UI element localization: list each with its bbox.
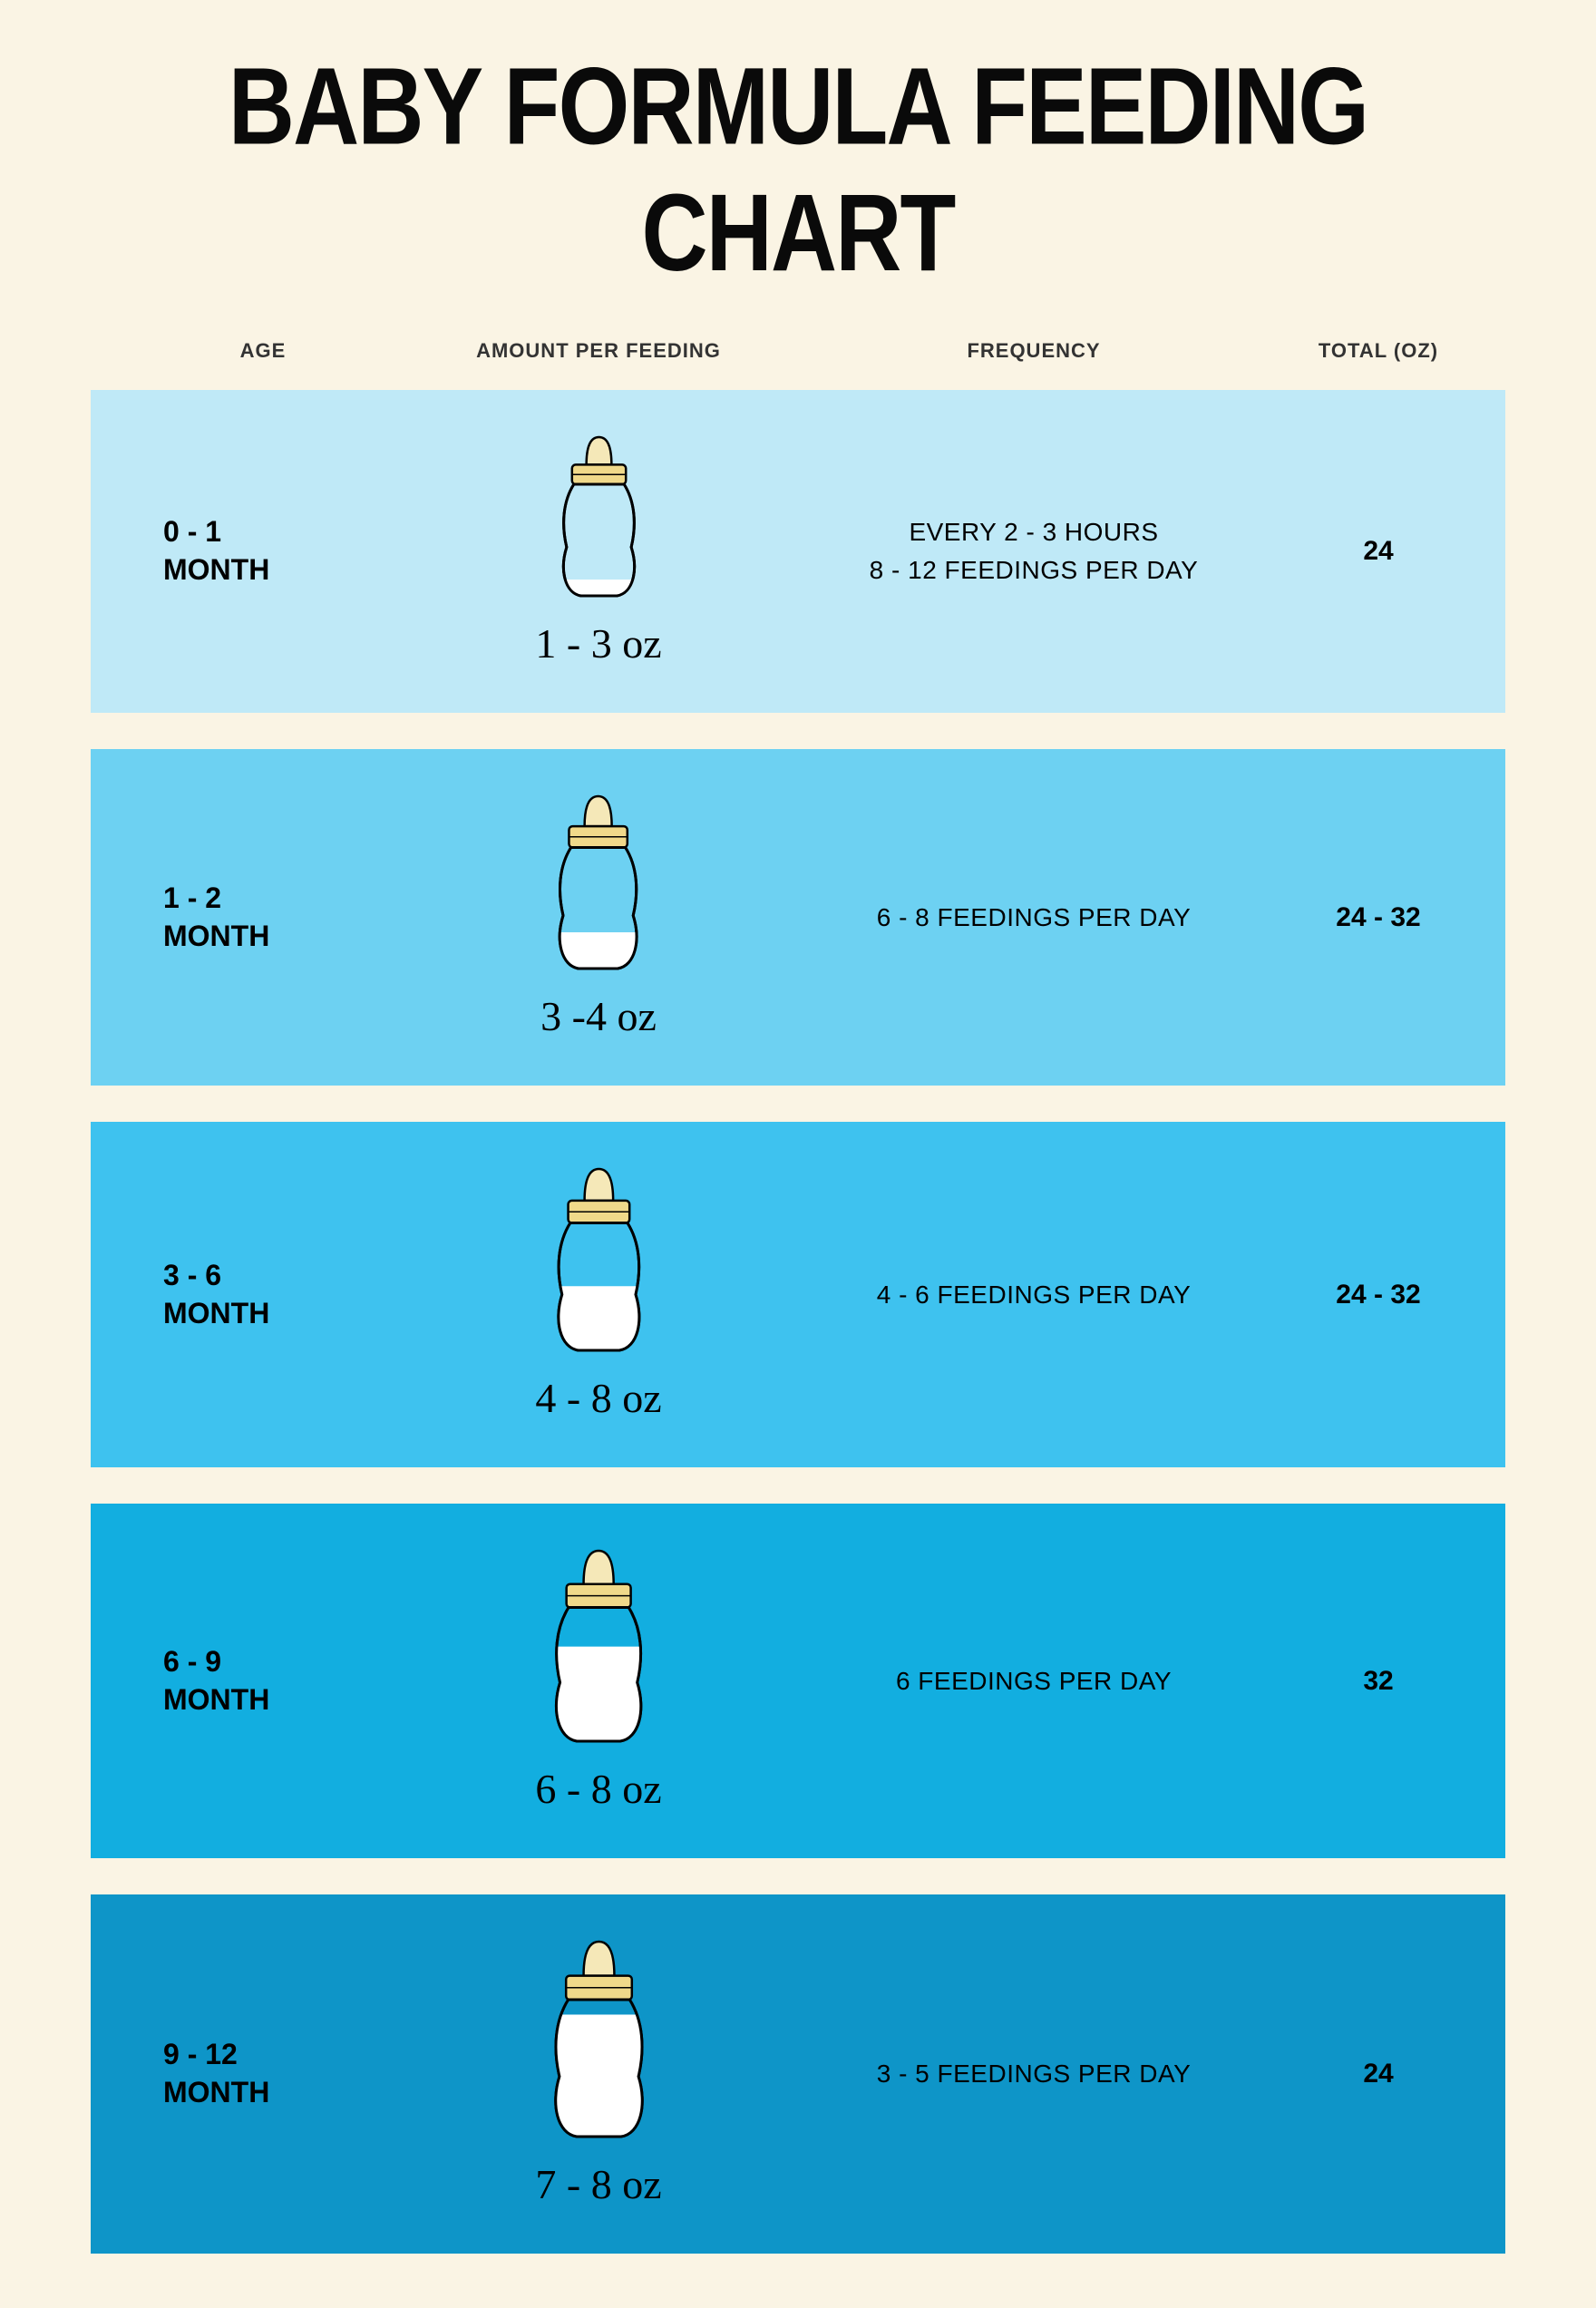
total-cell: 24 - 32 [1270,1280,1487,1310]
age-cell: 0 - 1 MONTH [127,513,399,589]
frequency-line2: 8 - 12 FEEDINGS PER DAY [870,556,1199,584]
bottle-icon [544,2128,654,2143]
header-age: AGE [127,339,399,363]
frequency-line2: 4 - 6 FEEDINGS PER DAY [877,1281,1192,1309]
amount-label: 3 -4 oz [399,992,798,1040]
age-unit: MONTH [163,920,269,952]
age-range: 6 - 9 [163,1645,221,1678]
header-total: TOTAL (OZ) [1270,339,1487,363]
header-amount: AMOUNT PER FEEDING [399,339,798,363]
table-row: 3 - 6 MONTH 4 - 8 oz 4 - 6 FEEDINGS PER … [91,1122,1505,1467]
amount-label: 7 - 8 oz [399,2160,798,2208]
age-range: 0 - 1 [163,515,221,548]
total-cell: 24 [1270,536,1487,567]
amount-label: 4 - 8 oz [399,1374,798,1422]
frequency-line2: 3 - 5 FEEDINGS PER DAY [877,2060,1192,2088]
total-cell: 24 - 32 [1270,902,1487,933]
bottle-icon [550,959,647,975]
page-title: BABY FORMULA FEEDING CHART [131,43,1465,296]
amount-cell: 7 - 8 oz [399,1940,798,2208]
table-row: 1 - 2 MONTH 3 -4 oz 6 - 8 FEEDINGS PER D… [91,749,1505,1086]
age-cell: 6 - 9 MONTH [127,1643,399,1719]
age-cell: 3 - 6 MONTH [127,1257,399,1332]
age-unit: MONTH [163,1683,269,1716]
bottle-icon [545,1732,652,1748]
table-row: 6 - 9 MONTH 6 - 8 oz 6 FEEDINGS PER DAY … [91,1504,1505,1858]
age-range: 3 - 6 [163,1259,221,1291]
frequency-cell: EVERY 2 - 3 HOURS 8 - 12 FEEDINGS PER DAY [798,513,1270,589]
frequency-line2: 6 - 8 FEEDINGS PER DAY [877,903,1192,931]
amount-label: 1 - 3 oz [399,619,798,667]
frequency-line2: 6 FEEDINGS PER DAY [896,1667,1172,1695]
amount-cell: 3 -4 oz [399,794,798,1040]
frequency-cell: 6 FEEDINGS PER DAY [798,1662,1270,1700]
header-frequency: FREQUENCY [798,339,1270,363]
column-headers: AGE AMOUNT PER FEEDING FREQUENCY TOTAL (… [73,321,1523,390]
total-cell: 32 [1270,1666,1487,1697]
bottle-icon [548,1341,650,1357]
table-row: 9 - 12 MONTH 7 - 8 oz 3 - 5 FEEDINGS PER… [91,1894,1505,2254]
frequency-cell: 6 - 8 FEEDINGS PER DAY [798,899,1270,937]
frequency-cell: 3 - 5 FEEDINGS PER DAY [798,2055,1270,2093]
age-range: 1 - 2 [163,881,221,914]
amount-cell: 6 - 8 oz [399,1549,798,1813]
frequency-cell: 4 - 6 FEEDINGS PER DAY [798,1276,1270,1314]
age-unit: MONTH [163,1297,269,1329]
age-cell: 1 - 2 MONTH [127,880,399,955]
rows-container: 0 - 1 MONTH 1 - 3 oz EVERY 2 - 3 HOURS 8 … [73,390,1523,2254]
age-range: 9 - 12 [163,2038,238,2070]
age-unit: MONTH [163,553,269,586]
frequency-line1: EVERY 2 - 3 HOURS [909,518,1158,546]
amount-label: 6 - 8 oz [399,1765,798,1813]
bottle-icon [554,587,644,602]
total-cell: 24 [1270,2059,1487,2089]
age-unit: MONTH [163,2076,269,2108]
age-cell: 9 - 12 MONTH [127,2036,399,2111]
amount-cell: 1 - 3 oz [399,435,798,667]
amount-cell: 4 - 8 oz [399,1167,798,1422]
table-row: 0 - 1 MONTH 1 - 3 oz EVERY 2 - 3 HOURS 8 … [91,390,1505,713]
